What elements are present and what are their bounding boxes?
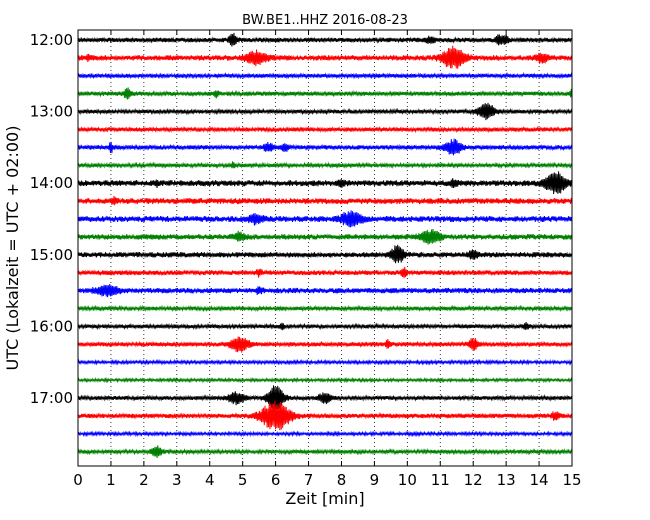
trace-1200 bbox=[77, 32, 573, 47]
x-tick-label: 1 bbox=[106, 471, 116, 489]
trace-1630 bbox=[77, 358, 573, 366]
trace-1600 bbox=[77, 322, 573, 331]
trace-1300 bbox=[77, 102, 573, 121]
x-tick-label: 4 bbox=[205, 471, 215, 489]
x-tick-label: 2 bbox=[139, 471, 149, 489]
chart-title: BW.BE1..HHZ 2016-08-23 bbox=[242, 13, 408, 28]
x-tick-label: 0 bbox=[73, 471, 83, 489]
trace-1315 bbox=[77, 125, 573, 134]
x-tick-label: 14 bbox=[530, 471, 549, 489]
x-axis-label: Zeit [min] bbox=[285, 489, 364, 508]
trace-1700 bbox=[77, 385, 573, 410]
x-tick-label: 6 bbox=[271, 471, 281, 489]
trace-1530 bbox=[77, 284, 573, 298]
trace-group bbox=[77, 32, 573, 459]
trace-1400 bbox=[77, 171, 573, 195]
y-axis-label: UTC (Lokalzeit = UTC + 02:00) bbox=[3, 126, 22, 371]
trace-1500 bbox=[77, 244, 573, 264]
x-tick-label: 11 bbox=[431, 471, 450, 489]
trace-1730 bbox=[77, 430, 573, 438]
x-tick-label: 3 bbox=[172, 471, 182, 489]
y-tick-label: 17:00 bbox=[30, 389, 73, 407]
trace-1330 bbox=[77, 138, 573, 156]
grid-lines bbox=[110, 30, 540, 466]
x-tick-label: 12 bbox=[464, 471, 483, 489]
trace-1430 bbox=[77, 210, 573, 228]
trace-1345 bbox=[77, 161, 573, 170]
y-tick-label: 13:00 bbox=[30, 103, 73, 121]
trace-1245 bbox=[77, 87, 573, 100]
x-tick-label: 7 bbox=[304, 471, 314, 489]
trace-1215 bbox=[77, 45, 573, 69]
trace-1545 bbox=[77, 304, 573, 313]
trace-1715 bbox=[77, 401, 573, 431]
x-tick-label: 8 bbox=[337, 471, 347, 489]
x-tick-label: 9 bbox=[370, 471, 380, 489]
trace-1445 bbox=[77, 229, 573, 245]
y-tick-label: 15:00 bbox=[30, 246, 73, 264]
trace-1230 bbox=[77, 71, 573, 80]
y-tick-label: 16:00 bbox=[30, 317, 73, 335]
y-tick-label: 14:00 bbox=[30, 174, 73, 192]
trace-1515 bbox=[77, 266, 573, 279]
plot-frame bbox=[77, 29, 573, 467]
trace-1415 bbox=[77, 195, 573, 206]
axis-ticks: 0 1 2 3 4 5 6 7 8 9 10 11 12 13 14 1512:0013:0014:0015:… bbox=[30, 30, 582, 489]
x-tick-label: 10 bbox=[398, 471, 417, 489]
x-tick-label: 15 bbox=[562, 471, 581, 489]
x-tick-label: 13 bbox=[497, 471, 516, 489]
x-tick-label: 5 bbox=[238, 471, 248, 489]
y-tick-label: 12:00 bbox=[30, 31, 73, 49]
trace-1745 bbox=[77, 445, 573, 459]
trace-1645 bbox=[77, 376, 573, 384]
trace-1615 bbox=[77, 336, 573, 353]
